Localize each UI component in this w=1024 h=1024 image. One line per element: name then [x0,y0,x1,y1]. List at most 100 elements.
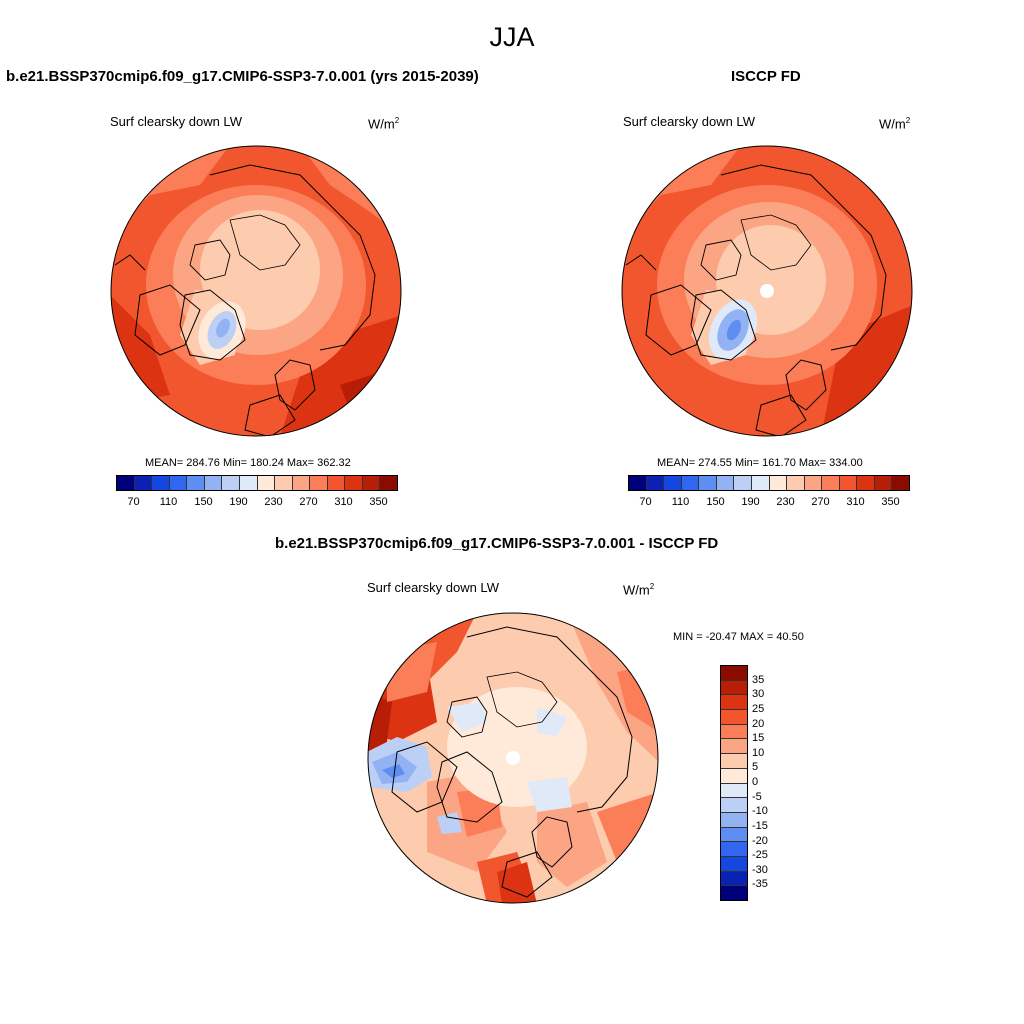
colorbar-swatch [751,476,770,490]
colorbar-swatch [222,476,240,490]
obs-panel-title: ISCCP FD [731,68,801,85]
tick-label: -25 [752,849,768,862]
model-colorbar-ticks: 70 110 150 190 230 270 310 350 [116,496,396,510]
tick-label: -35 [752,878,768,891]
tick-label: 5 [752,761,759,774]
tick-label: 350 [881,496,900,508]
model-stats: MEAN= 284.76 Min= 180.24 Max= 362.32 [145,457,351,469]
tick-label: 310 [846,496,865,508]
diff-stats: MIN = -20.47 MAX = 40.50 [673,631,804,643]
tick-label: -30 [752,863,768,876]
tick-label: 190 [741,496,760,508]
model-units-label: W/m2 [368,116,400,132]
tick-label: 270 [299,496,318,508]
colorbar-swatch [721,886,747,900]
colorbar-swatch [857,476,875,490]
tick-label: -20 [752,834,768,847]
tick-label: 70 [127,496,140,508]
model-colorbar [116,475,398,491]
obs-units-label: W/m2 [879,116,911,132]
diff-colorbar [720,665,748,901]
colorbar-swatch [664,476,682,490]
colorbar-swatch [721,739,747,755]
obs-colorbar-ticks: 70 110 150 190 230 270 310 350 [628,496,908,510]
tick-label: 190 [229,496,248,508]
colorbar-swatch [769,476,788,490]
diff-panel-title: b.e21.BSSP370cmip6.f09_g17.CMIP6-SSP3-7.… [275,535,719,552]
colorbar-swatch [721,812,747,828]
tick-label: 20 [752,717,765,730]
tick-label: 150 [194,496,213,508]
colorbar-swatch [275,476,293,490]
colorbar-swatch [721,724,747,740]
model-variable-label: Surf clearsky down LW [110,114,242,129]
colorbar-swatch [804,476,823,490]
colorbar-swatch [310,476,328,490]
tick-label: 310 [334,496,353,508]
diff-variable-label: Surf clearsky down LW [367,580,499,595]
model-polar-map [110,145,402,437]
colorbar-swatch [721,768,747,784]
obs-variable-label: Surf clearsky down LW [623,114,755,129]
tick-label: 70 [639,496,652,508]
colorbar-swatch [134,476,153,490]
colorbar-swatch [734,476,752,490]
colorbar-swatch [721,783,747,799]
colorbar-swatch [721,754,747,769]
colorbar-swatch [721,871,747,887]
colorbar-swatch [721,827,747,843]
colorbar-swatch [204,476,223,490]
colorbar-swatch [716,476,735,490]
tick-label: 25 [752,702,765,715]
tick-label: 350 [369,496,388,508]
colorbar-swatch [721,695,747,711]
colorbar-swatch [721,842,747,857]
colorbar-swatch [699,476,717,490]
tick-label: 270 [811,496,830,508]
colorbar-swatch [257,476,276,490]
model-panel-title: b.e21.BSSP370cmip6.f09_g17.CMIP6-SSP3-7.… [6,68,479,85]
colorbar-swatch [721,710,747,725]
colorbar-swatch [169,476,188,490]
colorbar-swatch [152,476,170,490]
colorbar-swatch [721,798,747,813]
tick-label: 0 [752,776,759,788]
obs-colorbar [628,475,910,491]
tick-label: 110 [159,496,178,508]
colorbar-swatch [892,476,909,490]
obs-polar-map [621,145,913,437]
diff-colorbar-ticks: 35 30 25 20 15 10 5 0 -5 -10 -15 -20 -25… [752,665,792,899]
tick-label: -15 [752,819,768,832]
colorbar-swatch [646,476,665,490]
tick-label: 35 [752,673,765,686]
colorbar-swatch [721,666,747,681]
colorbar-swatch [345,476,363,490]
tick-label: 150 [706,496,725,508]
obs-stats: MEAN= 274.55 Min= 161.70 Max= 334.00 [657,457,863,469]
colorbar-swatch [362,476,381,490]
tick-label: -10 [752,805,768,818]
tick-label: 110 [671,496,690,508]
tick-label: -5 [752,790,762,803]
colorbar-swatch [681,476,700,490]
colorbar-swatch [292,476,311,490]
colorbar-swatch [187,476,205,490]
colorbar-swatch [327,476,346,490]
colorbar-swatch [380,476,397,490]
colorbar-swatch [117,476,135,490]
tick-label: 230 [264,496,283,508]
tick-label: 230 [776,496,795,508]
tick-label: 10 [752,746,765,759]
colorbar-swatch [822,476,840,490]
tick-label: 15 [752,732,765,745]
season-title: JJA [489,22,535,52]
colorbar-swatch [239,476,258,490]
colorbar-swatch [839,476,858,490]
colorbar-swatch [629,476,647,490]
colorbar-swatch [721,680,747,696]
colorbar-swatch [787,476,805,490]
colorbar-swatch [721,856,747,872]
colorbar-swatch [874,476,893,490]
tick-label: 30 [752,688,765,701]
diff-units-label: W/m2 [623,582,655,598]
